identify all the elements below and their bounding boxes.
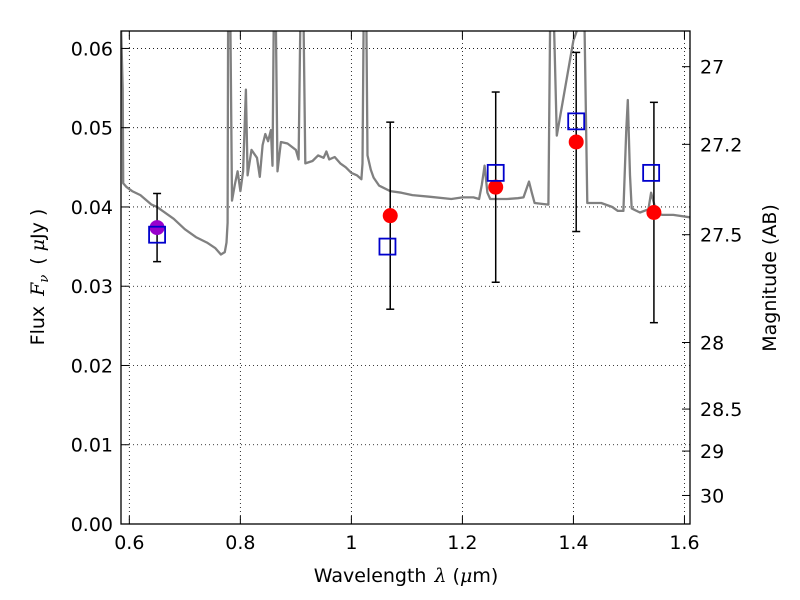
model-square — [567, 112, 586, 131]
plot-area — [121, 31, 690, 256]
tick-labels: 0.6 0.8 1 1.2 1.4 1.6 0.00 0.01 0.02 0.03 0.04 0.05… — [71, 38, 743, 554]
observed-point — [382, 208, 398, 224]
x-tick-label: 1.4 — [558, 532, 588, 554]
x-tick-label: 1 — [345, 532, 357, 554]
y-tick-label: 0.02 — [71, 355, 113, 377]
y2-tick-label: 28 — [700, 332, 724, 354]
ticks — [121, 31, 690, 525]
y-tick-label: 0.00 — [71, 514, 113, 536]
y-tick-label: 0.03 — [71, 276, 113, 298]
y2-tick-label: 29 — [700, 441, 724, 463]
model-spectrum-line — [121, 31, 690, 256]
model-square — [378, 237, 397, 256]
x-axis-title: Wavelength λ (μm) — [314, 565, 498, 587]
y2-tick-label: 27 — [700, 57, 724, 79]
x-tick-label: 1.6 — [669, 532, 699, 554]
observed-point — [488, 179, 504, 195]
y2-axis-title: Magnitude (AB) — [759, 204, 781, 352]
y-tick-label: 0.01 — [71, 435, 113, 457]
observed-point — [568, 134, 584, 150]
y2-tick-label: 27.2 — [700, 134, 742, 156]
model-square — [642, 163, 661, 182]
y-tick-label: 0.04 — [71, 197, 113, 219]
markers — [148, 51, 662, 324]
model-square — [486, 163, 505, 182]
y2-tick-label: 28.5 — [700, 399, 742, 421]
y2-tick-label: 30 — [700, 485, 724, 507]
y-tick-label: 0.05 — [71, 118, 113, 140]
plot-frame — [120, 30, 691, 525]
x-tick-label: 0.8 — [225, 532, 255, 554]
y2-tick-label: 27.5 — [700, 225, 742, 247]
observed-point — [646, 205, 662, 221]
y-axis-title: FluxFν(μJy) — [27, 209, 52, 346]
x-tick-label: 0.6 — [114, 532, 144, 554]
y-tick-label: 0.06 — [71, 38, 113, 60]
model-square — [148, 225, 166, 244]
grid — [121, 31, 690, 525]
x-tick-label: 1.2 — [447, 532, 477, 554]
